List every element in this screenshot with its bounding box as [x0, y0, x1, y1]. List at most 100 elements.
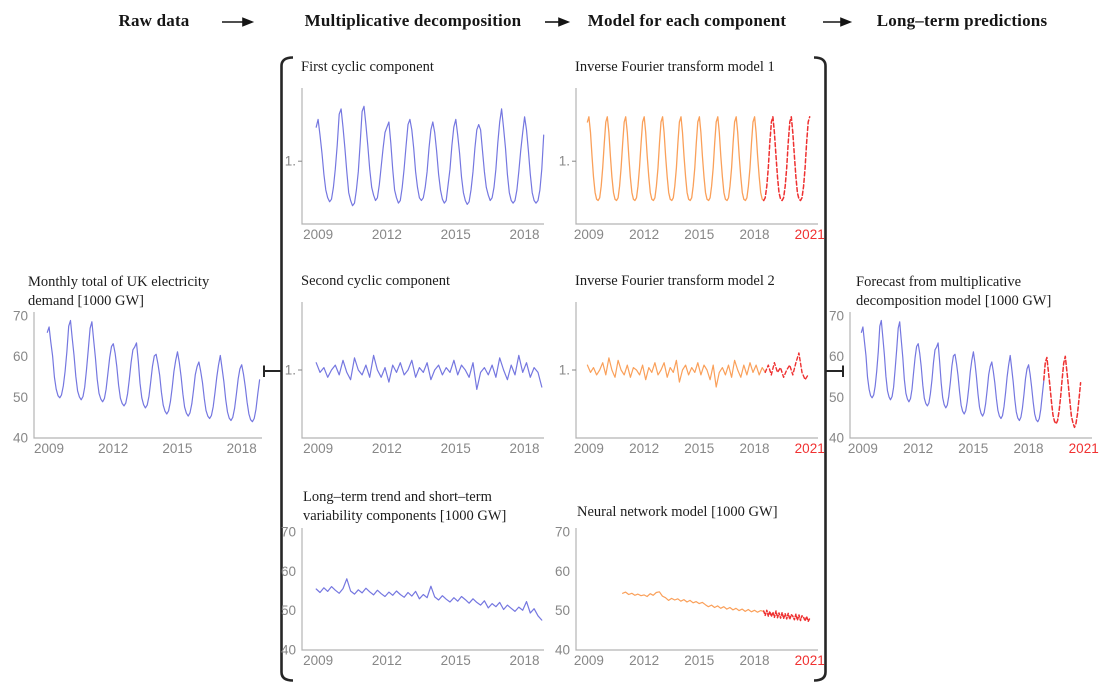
- first-cyclic-plot: 2009 2012 2015 2018 1.: [285, 88, 545, 242]
- x-tick-label: 2009: [574, 653, 604, 668]
- x-tick-label: 2015: [441, 441, 471, 456]
- y-tick-label: 60: [13, 349, 28, 364]
- y-tick-label: 60: [555, 564, 570, 579]
- x-tick-label: 2012: [372, 441, 402, 456]
- axis-spine: [575, 302, 818, 439]
- x-tick-label: 2018: [739, 441, 769, 456]
- y-tick-label: 1.: [285, 363, 296, 378]
- x-tick-label: 2015: [441, 653, 471, 668]
- chart-title: Long–term trend and short–term variabili…: [303, 489, 507, 525]
- axis-spine: [849, 312, 1092, 439]
- axis-spine: [301, 88, 544, 225]
- x-tick-label: 2012: [98, 441, 128, 456]
- x-tick-label: 2012: [372, 227, 402, 242]
- series-line-model-fit: [860, 319, 1045, 423]
- axis-spine: [33, 312, 262, 439]
- y-tick-label: 60: [281, 564, 296, 579]
- x-tick-label: 2018: [227, 441, 257, 456]
- x-tick-label: 2021: [1069, 441, 1099, 456]
- arrow-icon: [222, 17, 255, 27]
- series-line-model-fit: [621, 591, 765, 613]
- chart-title: First cyclic component: [301, 59, 434, 75]
- y-tick-label: 1.: [559, 154, 570, 169]
- series-line-model-fit: [586, 116, 765, 202]
- x-tick-label: 2018: [739, 227, 769, 242]
- x-tick-label: 2018: [1013, 441, 1043, 456]
- chart-title: Second cyclic component: [301, 273, 450, 289]
- stage-label-raw-data: Raw data: [118, 11, 190, 30]
- axis-spine: [301, 528, 544, 651]
- y-tick-label: 50: [829, 390, 844, 405]
- x-tick-label: 2015: [958, 441, 988, 456]
- y-tick-label: 70: [555, 524, 570, 539]
- axis-spine: [575, 88, 818, 225]
- x-tick-label: 2018: [509, 441, 539, 456]
- stage-label-decomposition: Multiplicative decomposition: [304, 11, 522, 30]
- x-tick-label: 2012: [629, 227, 659, 242]
- y-tick-label: 50: [13, 390, 28, 405]
- chart-title: Monthly total of UK electricity demand […: [28, 274, 210, 310]
- raw-demand-plot: 2009 2012 2015 2018 70 60 50 40: [13, 309, 262, 456]
- series-line-model-fit: [586, 357, 766, 388]
- chart-title: Inverse Fourier transform model 2: [575, 273, 775, 289]
- x-tick-label: 2012: [903, 441, 933, 456]
- y-tick-label: 1.: [559, 363, 570, 378]
- y-tick-label: 70: [13, 309, 28, 324]
- series-line-trend-and-variability: [315, 578, 543, 621]
- x-tick-label: 2015: [684, 653, 714, 668]
- series-line-first-cyclic-component: [315, 105, 545, 207]
- axis-spine: [301, 302, 544, 439]
- y-tick-label: 40: [13, 431, 28, 446]
- series-line-second-cyclic-component: [315, 354, 543, 391]
- x-tick-label: 2012: [629, 441, 659, 456]
- stage-label-models: Model for each component: [587, 11, 787, 30]
- arrow-icon: [823, 17, 853, 27]
- x-tick-label: 2009: [848, 441, 878, 456]
- x-tick-label: 2009: [303, 653, 333, 668]
- x-tick-label: 2021: [795, 441, 825, 456]
- y-tick-label: 40: [281, 643, 296, 658]
- x-tick-label: 2012: [629, 653, 659, 668]
- x-tick-label: 2015: [441, 227, 471, 242]
- x-tick-label: 2009: [574, 441, 604, 456]
- y-tick-label: 40: [555, 643, 570, 658]
- second-cyclic-plot: 2009 2012 2015 2018 1.: [285, 302, 544, 456]
- x-tick-label: 2018: [739, 653, 769, 668]
- x-tick-label: 2009: [303, 227, 333, 242]
- x-tick-label: 2009: [574, 227, 604, 242]
- x-tick-label: 2021: [795, 653, 825, 668]
- series-line-observed-demand: [46, 319, 261, 423]
- y-tick-label: 70: [281, 524, 296, 539]
- series-line-forecast: [1043, 355, 1082, 429]
- y-tick-label: 1.: [285, 154, 296, 169]
- x-tick-label: 2021: [795, 227, 825, 242]
- y-tick-label: 60: [829, 349, 844, 364]
- y-tick-label: 50: [555, 603, 570, 618]
- series-line-forecast: [762, 609, 811, 623]
- trend-variability-plot: 2009 2012 2015 2018 70 60 50 40: [281, 524, 544, 668]
- forecast-plot: 2009 2012 2015 2018 2021 70 60 50 40: [829, 309, 1099, 456]
- arrow-icon: [545, 17, 571, 27]
- x-tick-label: 2015: [162, 441, 192, 456]
- y-tick-label: 70: [829, 309, 844, 324]
- y-tick-label: 50: [281, 603, 296, 618]
- fourier-model-1-plot: 2009 2012 2015 2018 2021 1.: [559, 88, 825, 242]
- y-tick-label: 40: [829, 431, 844, 446]
- chart-title: Neural network model [1000 GW]: [577, 504, 778, 520]
- series-line-forecast: [764, 352, 809, 381]
- x-tick-label: 2015: [684, 441, 714, 456]
- chart-title: Inverse Fourier transform model 1: [575, 59, 775, 75]
- x-tick-label: 2018: [509, 227, 539, 242]
- x-tick-label: 2012: [372, 653, 402, 668]
- x-tick-label: 2009: [34, 441, 64, 456]
- x-tick-label: 2018: [509, 653, 539, 668]
- x-tick-label: 2009: [303, 441, 333, 456]
- axis-spine: [575, 528, 818, 651]
- neural-network-plot: 2009 2012 2015 2018 2021 70 60 50 40: [555, 524, 825, 668]
- chart-title: Forecast from multiplicative decompositi…: [856, 274, 1052, 310]
- x-tick-label: 2015: [684, 227, 714, 242]
- stage-label-predictions: Long–term predictions: [876, 11, 1048, 30]
- series-line-forecast: [762, 116, 811, 202]
- fourier-model-2-plot: 2009 2012 2015 2018 2021 1.: [559, 302, 825, 456]
